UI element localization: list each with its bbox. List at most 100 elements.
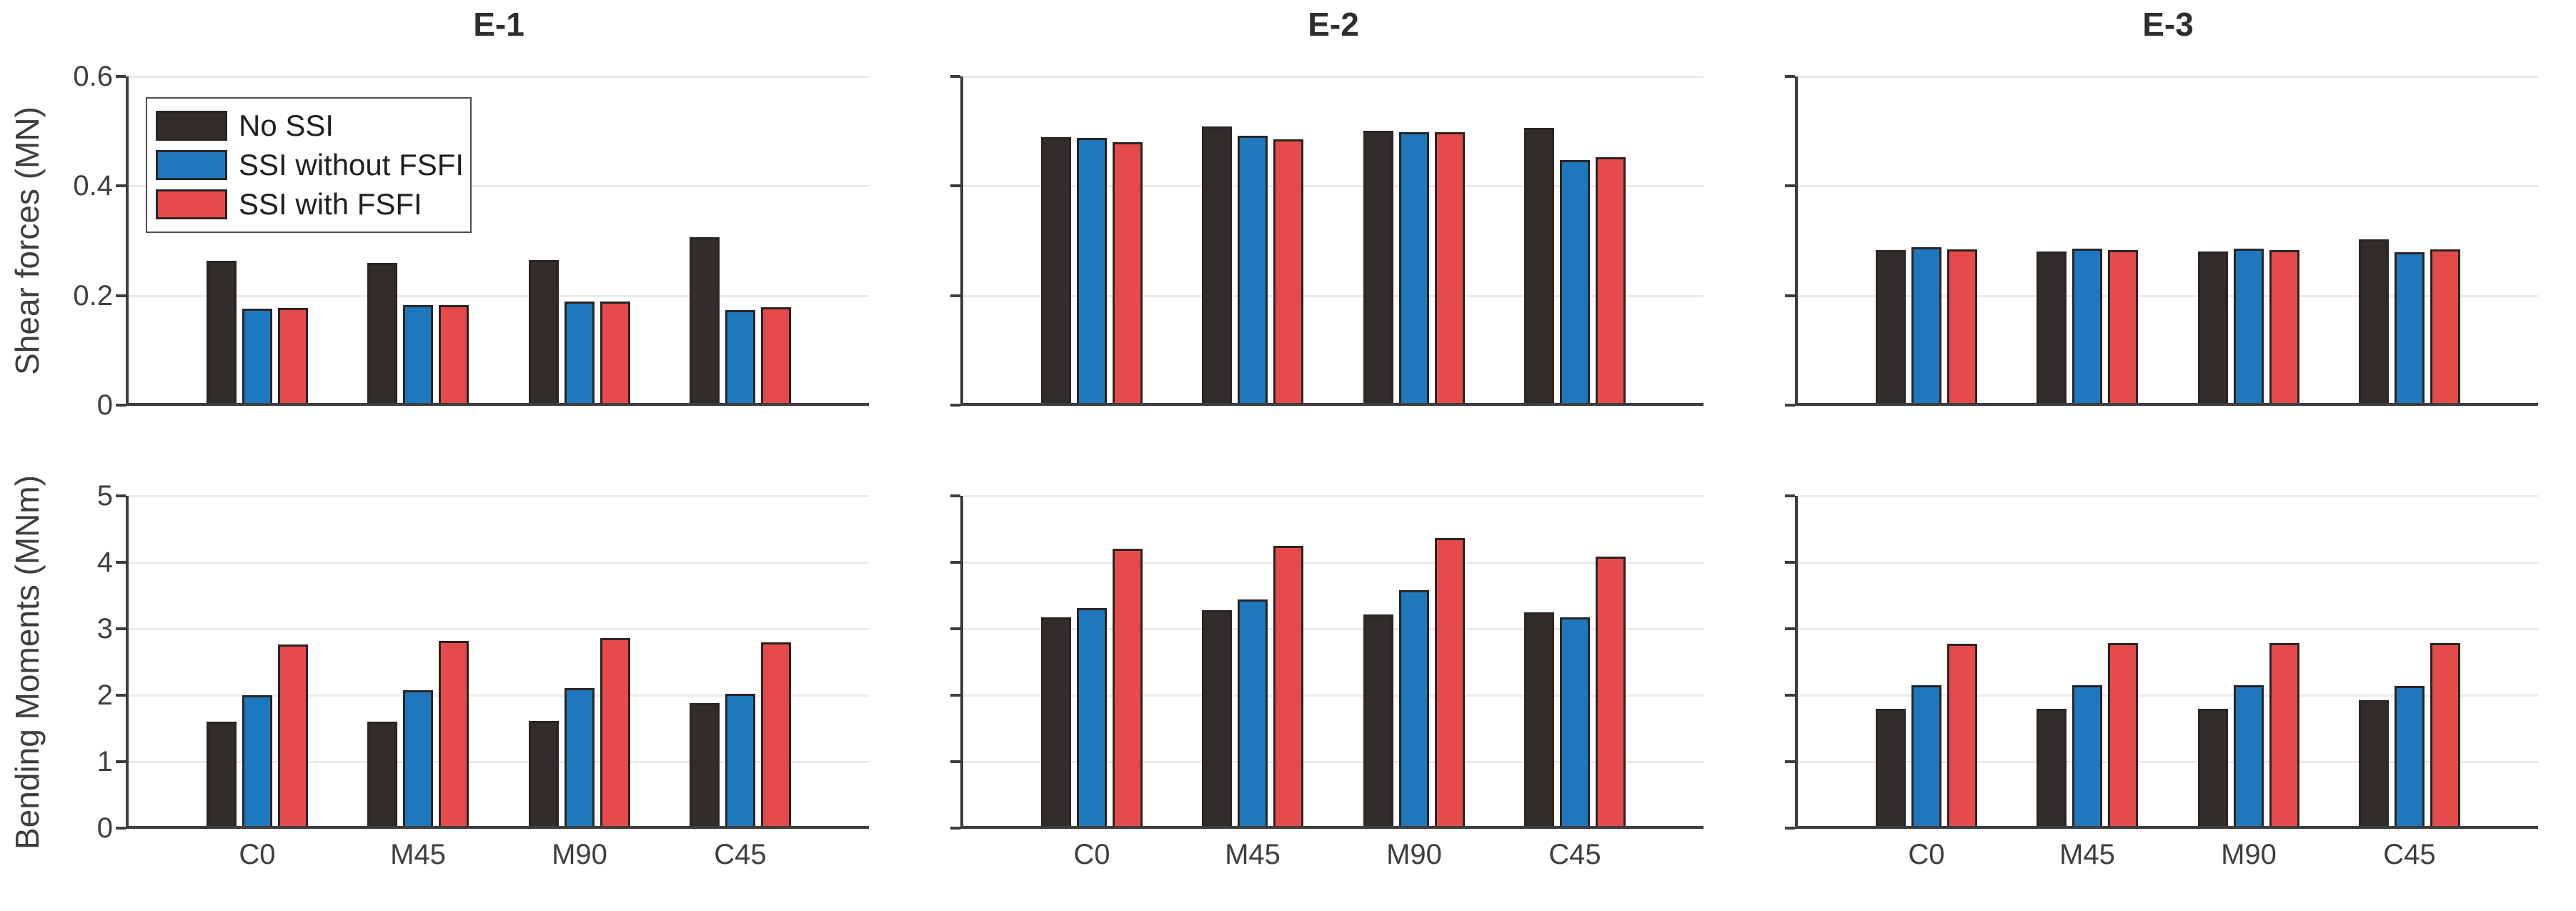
bar-ssi-with-fsfi — [278, 644, 308, 829]
bar-no-ssi — [690, 703, 720, 829]
bar-no-ssi — [2359, 239, 2389, 406]
y-axis — [126, 496, 129, 829]
gridline — [963, 761, 1704, 763]
gridline — [963, 295, 1704, 297]
y-tick-label: 4 — [96, 547, 113, 578]
gridline — [1798, 495, 2538, 497]
bar-ssi-with-fsfi — [1273, 139, 1303, 406]
bar-ssi-with-fsfi — [1113, 142, 1143, 406]
y-tick — [950, 627, 960, 630]
y-axis — [1795, 496, 1798, 829]
bar-no-ssi — [529, 721, 559, 829]
bar-ssi-without-fsfi — [2234, 249, 2264, 406]
y-axis — [126, 76, 129, 406]
y-tick — [116, 694, 126, 697]
gridline — [129, 76, 869, 78]
bar-ssi-with-fsfi — [2108, 643, 2138, 829]
bar-ssi-without-fsfi — [1911, 685, 1941, 829]
y-tick-label: 0 — [96, 389, 113, 421]
gridline — [963, 628, 1704, 630]
y-tick — [950, 561, 960, 564]
bar-no-ssi — [1876, 250, 1906, 406]
gridline — [129, 495, 869, 497]
bar-no-ssi — [367, 722, 397, 829]
bar-ssi-with-fsfi — [600, 302, 630, 406]
y-tick — [950, 694, 960, 697]
bar-no-ssi — [690, 237, 720, 406]
y-axis-label: Shear forces (MN) — [9, 106, 46, 375]
y-tick — [950, 827, 960, 830]
gridline — [963, 495, 1704, 497]
bar-no-ssi — [1876, 709, 1906, 829]
bar-no-ssi — [1524, 612, 1554, 829]
bar-no-ssi — [367, 263, 397, 406]
legend-item: SSI with FSFI — [156, 185, 470, 224]
y-tick — [116, 184, 126, 187]
bar-no-ssi — [207, 261, 237, 406]
y-tick — [950, 760, 960, 763]
bar-ssi-without-fsfi — [1399, 132, 1429, 406]
y-tick — [950, 494, 960, 497]
bar-no-ssi — [2198, 252, 2228, 406]
legend-label: SSI without FSFI — [239, 147, 464, 181]
bar-ssi-without-fsfi — [2234, 685, 2264, 829]
bar-ssi-without-fsfi — [1399, 590, 1429, 829]
y-tick — [116, 75, 126, 78]
bar-no-ssi — [1524, 128, 1554, 406]
bar-ssi-without-fsfi — [725, 310, 755, 406]
y-tick — [1785, 561, 1795, 564]
y-tick-label: 2 — [96, 679, 113, 711]
bar-ssi-with-fsfi — [2269, 250, 2299, 406]
y-tick — [116, 827, 126, 830]
y-tick-label: 0.6 — [73, 61, 113, 92]
x-axis — [1798, 826, 2538, 829]
bar-ssi-without-fsfi — [242, 309, 272, 406]
bar-ssi-with-fsfi — [1435, 538, 1465, 829]
gridline — [129, 628, 869, 630]
bar-ssi-with-fsfi — [2430, 249, 2460, 406]
x-tick-label: M90 — [1386, 839, 1442, 870]
gridline — [129, 695, 869, 697]
bar-ssi-without-fsfi — [1560, 617, 1590, 829]
y-tick — [1785, 694, 1795, 697]
subplot-title-e-1: E-1 — [473, 6, 524, 43]
bar-ssi-with-fsfi — [1596, 557, 1626, 829]
legend-swatch-icon — [156, 110, 227, 141]
bar-ssi-with-fsfi — [439, 305, 469, 406]
gridline — [1798, 628, 2538, 630]
y-tick — [1785, 294, 1795, 297]
x-tick-label: C45 — [2383, 839, 2436, 870]
bar-ssi-without-fsfi — [565, 688, 595, 829]
bar-ssi-with-fsfi — [1947, 249, 1977, 406]
subplot-title-e-2: E-2 — [1308, 6, 1359, 43]
y-tick — [116, 561, 126, 564]
gridline — [963, 562, 1704, 564]
bar-ssi-with-fsfi — [761, 307, 791, 406]
legend: No SSI SSI without FSFI SSI with FSFI — [146, 97, 472, 233]
y-axis — [960, 76, 963, 406]
bar-no-ssi — [1202, 126, 1232, 406]
x-tick-label: M45 — [1225, 839, 1280, 870]
bar-ssi-without-fsfi — [242, 695, 272, 829]
x-axis — [129, 826, 869, 829]
gridline — [1798, 761, 2538, 763]
y-tick — [1785, 494, 1795, 497]
y-tick-label: 3 — [96, 613, 113, 644]
bar-ssi-without-fsfi — [2072, 685, 2102, 829]
bar-no-ssi — [1041, 617, 1071, 829]
bar-no-ssi — [2037, 709, 2067, 829]
y-tick — [1785, 75, 1795, 78]
gridline — [963, 695, 1704, 697]
bar-ssi-without-fsfi — [1077, 608, 1107, 829]
bar-ssi-with-fsfi — [761, 642, 791, 829]
bar-no-ssi — [207, 722, 237, 829]
legend-swatch-icon — [156, 189, 227, 220]
y-axis — [960, 496, 963, 829]
y-tick — [116, 294, 126, 297]
bar-ssi-with-fsfi — [1273, 546, 1303, 829]
y-tick — [1785, 827, 1795, 830]
bar-no-ssi — [1363, 614, 1393, 829]
bar-ssi-without-fsfi — [2395, 686, 2425, 829]
bar-ssi-with-fsfi — [1435, 132, 1465, 406]
